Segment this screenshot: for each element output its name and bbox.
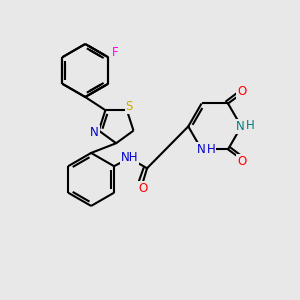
Text: O: O xyxy=(138,182,147,195)
Text: O: O xyxy=(237,155,247,168)
Text: S: S xyxy=(125,100,133,113)
Text: F: F xyxy=(112,46,119,59)
Text: N: N xyxy=(196,143,205,156)
Text: NH: NH xyxy=(121,152,138,164)
Text: H: H xyxy=(246,119,255,132)
Text: O: O xyxy=(237,85,247,98)
Text: N: N xyxy=(90,126,99,139)
Text: N: N xyxy=(236,120,245,133)
Text: H: H xyxy=(207,143,215,157)
